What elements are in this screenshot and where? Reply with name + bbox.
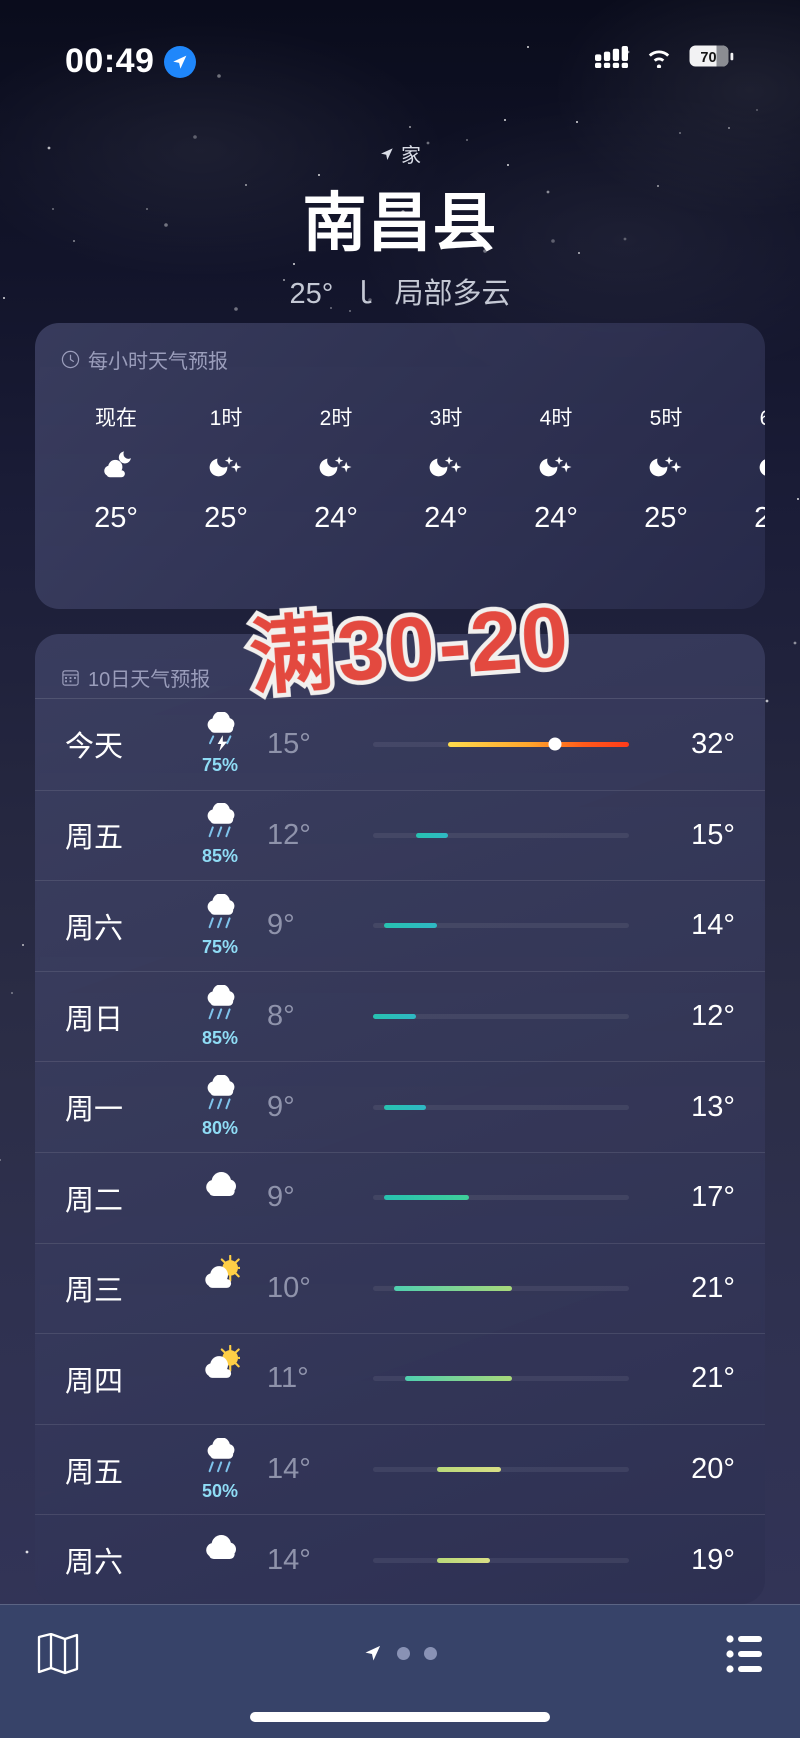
svg-text:70: 70 — [700, 50, 716, 66]
